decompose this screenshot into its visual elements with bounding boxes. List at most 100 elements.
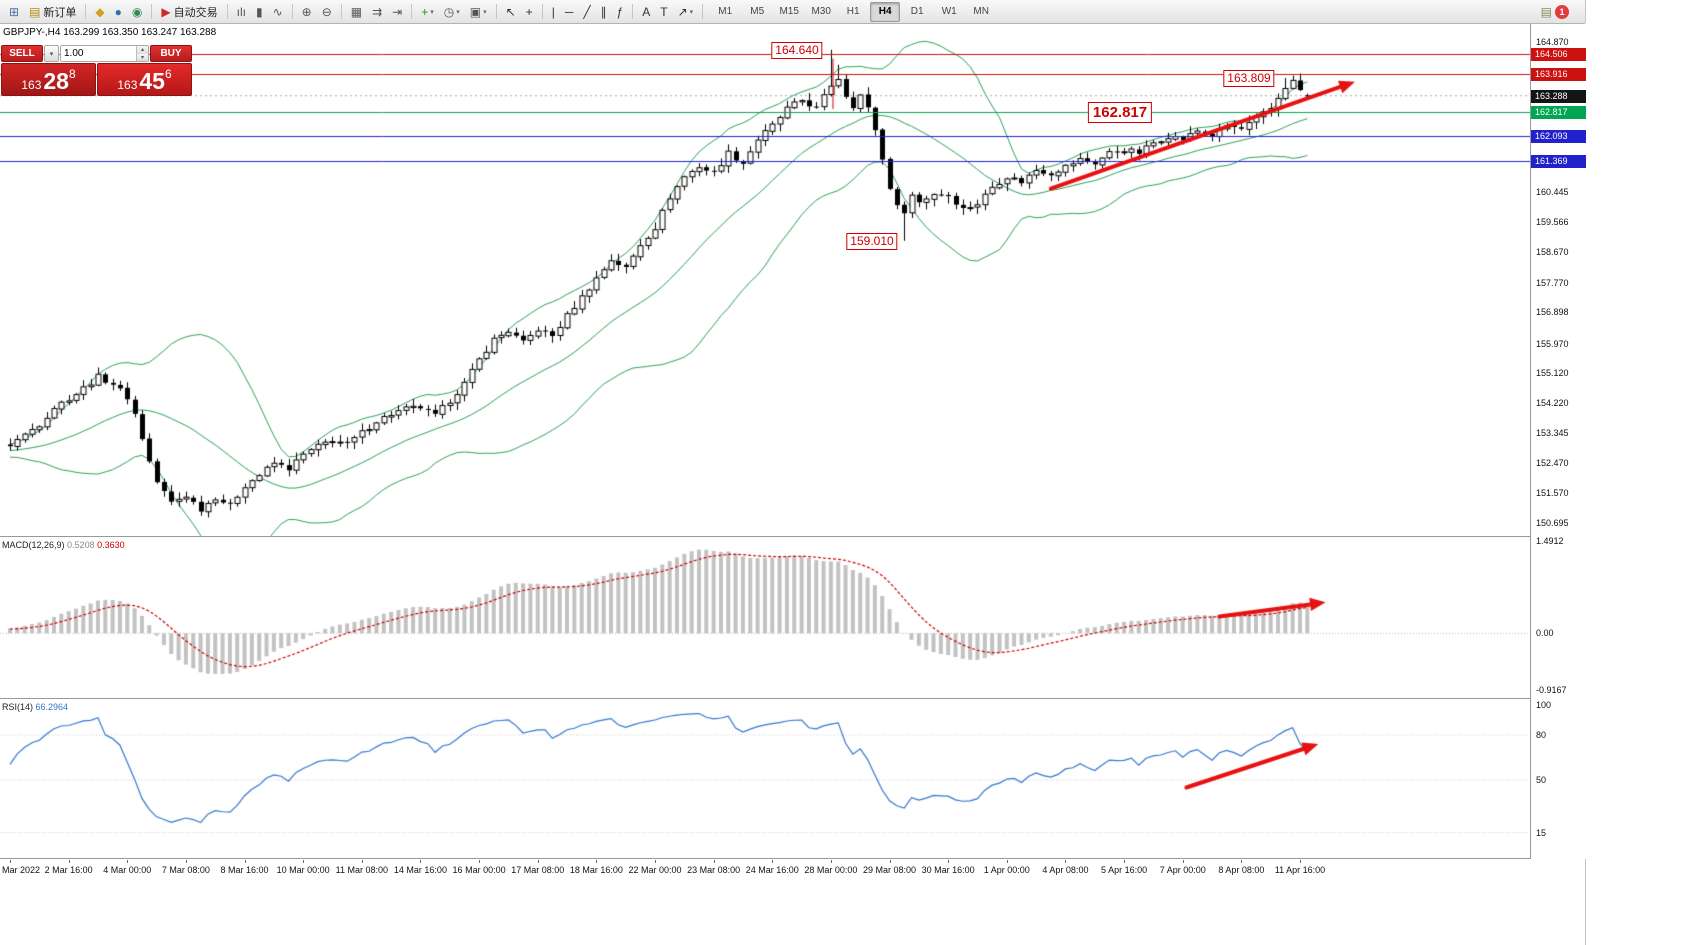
toolbar-separator [85, 4, 87, 19]
periods-button[interactable]: ◷ ▾ [440, 1, 464, 22]
time-axis-label: 29 Mar 08:00 [863, 865, 917, 875]
price-annotation-159-010[interactable]: 159.010 [846, 232, 898, 250]
alerts-icon[interactable]: ▤ [1540, 4, 1552, 19]
timeframe-m30-button[interactable]: M30 [811, 6, 831, 17]
auto-scroll-button[interactable]: ⇉ [368, 1, 386, 22]
volume-input[interactable] [61, 46, 136, 61]
rsi-axis-tick: 15 [1536, 827, 1547, 838]
time-axis-tick [1182, 860, 1184, 863]
macd-axis-tick: 1.4912 [1536, 536, 1564, 546]
timeframe-h4-button[interactable]: H4 [870, 1, 901, 22]
sell-price-button[interactable]: 163 28 8 [1, 63, 96, 96]
line-chart-type-icon: ∿ [272, 4, 283, 19]
rsi-indicator-canvas[interactable] [0, 699, 1530, 858]
timeframe-m5-button[interactable]: M5 [750, 6, 765, 17]
order-type-dropdown[interactable]: ▾ [44, 45, 59, 62]
vertical-line-button[interactable]: | [548, 1, 559, 22]
candlestick-type-button[interactable]: ▮ [252, 1, 267, 22]
time-axis-tick [303, 860, 305, 863]
quick-trade-price-row: 163 28 8 163 45 6 [1, 63, 192, 96]
price-annotation-162-817[interactable]: 162.817 [1087, 101, 1153, 123]
timeframe-mn-button[interactable]: MN [973, 6, 989, 17]
trendline-button[interactable]: ╱ [579, 1, 594, 22]
autotrade-button[interactable]: ▶ 自动交易 [157, 1, 221, 22]
navigator-button[interactable]: ◉ [128, 1, 146, 22]
tile-windows-button[interactable]: ▦ [347, 1, 366, 22]
vertical-line-icon: | [551, 4, 555, 19]
autotrade-icon: ▶ [161, 4, 171, 19]
new-chart-button[interactable]: ⊞ [5, 1, 23, 22]
timeframe-m1-button[interactable]: M1 [718, 6, 733, 17]
buy-button[interactable]: BUY [150, 45, 192, 62]
crosshair-button[interactable]: + [522, 1, 537, 22]
panel-separator[interactable] [0, 698, 1585, 699]
buy-price-button[interactable]: 163 45 6 [97, 63, 192, 96]
crosshair-icon: + [525, 4, 533, 19]
volume-up-button[interactable]: ▴ [137, 46, 148, 54]
text-button[interactable]: A [638, 1, 654, 22]
timeframe-h1-button[interactable]: H1 [846, 6, 860, 17]
macd-indicator-canvas[interactable] [0, 537, 1530, 698]
price-axis-badge: 162.817 [1531, 105, 1586, 119]
price-axis-tick: 156.898 [1536, 307, 1569, 318]
time-axis-label: 30 Mar 16:00 [921, 865, 975, 875]
time-axis-tick [1124, 860, 1126, 863]
time-axis-tick [185, 860, 187, 863]
templates-button[interactable]: ▣ ▾ [466, 1, 491, 22]
time-axis-label: 7 Apr 00:00 [1159, 865, 1206, 875]
trendline-icon: ╱ [583, 4, 591, 19]
chart-shift-icon: ⇥ [392, 4, 403, 19]
text-label-button[interactable]: T [656, 1, 671, 22]
price-axis[interactable]: 164.870 160.445 159.566 158.670 157.770 156.8… [1530, 23, 1586, 859]
new-order-button-label: 新订单 [43, 6, 77, 19]
horizontal-line-button[interactable]: ─ [561, 1, 578, 22]
terminal-window: ⊞ ▤ 新订单 ◆ ● ◉ ▶ 自动交易 ılı ▮ ∿ ⊕ ⊖ ▦ ⇉ ⇥ + ▾ ◷ ▾ ▣ ▾ ↖ + | ─ ╱ ∥ ƒ A T ↗ ▾… [0, 0, 1586, 945]
time-axis-label: 24 Mar 16:00 [745, 865, 799, 875]
volume-down-button[interactable]: ▾ [137, 53, 148, 61]
price-annotation-164-640[interactable]: 164.640 [771, 41, 823, 59]
profiles-button[interactable]: ◆ [91, 1, 108, 22]
time-axis-label: Mar 2022 [2, 865, 41, 875]
time-axis-tick [889, 860, 891, 863]
zoom-in-icon: ⊕ [301, 4, 312, 19]
panel-separator[interactable] [0, 858, 1585, 859]
timeframe-w1-button[interactable]: W1 [941, 6, 957, 17]
price-axis-badge: 163.916 [1531, 68, 1586, 82]
bar-chart-type-button[interactable]: ılı [233, 1, 250, 22]
zoom-out-icon: ⊖ [321, 4, 332, 19]
symbol-ohlc-label: GBPJPY-,H4 163.299 163.350 163.247 163.2… [3, 27, 217, 38]
time-axis-tick [420, 860, 422, 863]
toolbar-separator [151, 4, 153, 19]
fibonacci-icon: ƒ [616, 4, 624, 19]
macd-name: MACD(12,26,9) [2, 540, 65, 550]
arrow-tools-button[interactable]: ↗ ▾ [674, 1, 698, 22]
equidistant-channel-button[interactable]: ∥ [597, 1, 611, 22]
time-axis-label: 4 Mar 00:00 [103, 865, 152, 875]
time-axis-tick [772, 860, 774, 863]
rsi-indicator-label: RSI(14) 66.2964 [2, 702, 68, 712]
fibonacci-button[interactable]: ƒ [613, 1, 628, 22]
timeframe-d1-button[interactable]: D1 [910, 6, 924, 17]
sell-button[interactable]: SELL [1, 45, 43, 62]
market-watch-button[interactable]: ● [111, 1, 126, 22]
cursor-button[interactable]: ↖ [502, 1, 520, 22]
auto-scroll-icon: ⇉ [372, 4, 383, 19]
price-axis-tick: 159.566 [1536, 216, 1569, 227]
price-annotation-163-809[interactable]: 163.809 [1223, 69, 1275, 87]
zoom-out-button[interactable]: ⊖ [318, 1, 336, 22]
indicators-button[interactable]: + ▾ [417, 1, 438, 22]
time-axis[interactable]: Mar 2022 2 Mar 16:00 4 Mar 00:00 7 Mar 08:0… [0, 859, 1585, 881]
notification-badge: 1 [1555, 4, 1569, 19]
time-axis-label: 22 Mar 00:00 [628, 865, 682, 875]
price-axis-tick: 155.120 [1536, 367, 1569, 378]
line-chart-type-button[interactable]: ∿ [269, 1, 287, 22]
time-axis-tick [1006, 860, 1008, 863]
chart-shift-button[interactable]: ⇥ [388, 1, 406, 22]
zoom-in-button[interactable]: ⊕ [298, 1, 316, 22]
timeframe-m15-button[interactable]: M15 [779, 6, 799, 17]
main-price-chart-canvas[interactable] [0, 23, 1530, 536]
panel-separator[interactable] [0, 536, 1585, 537]
new-order-button[interactable]: ▤ 新订单 [25, 1, 80, 22]
price-axis-tick: 158.670 [1536, 247, 1569, 258]
buy-price-int: 163 [117, 78, 138, 92]
